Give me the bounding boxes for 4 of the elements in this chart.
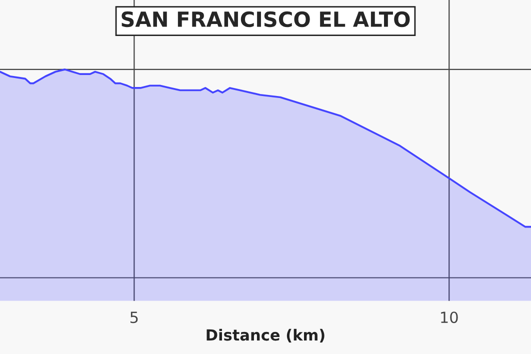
x-tick-label: 10	[441, 312, 458, 324]
x-axis-title: Distance (km)	[206, 328, 324, 343]
chart-title: SAN FRANCISCO EL ALTO	[122, 11, 410, 28]
x-tick-label: 5	[130, 312, 138, 324]
